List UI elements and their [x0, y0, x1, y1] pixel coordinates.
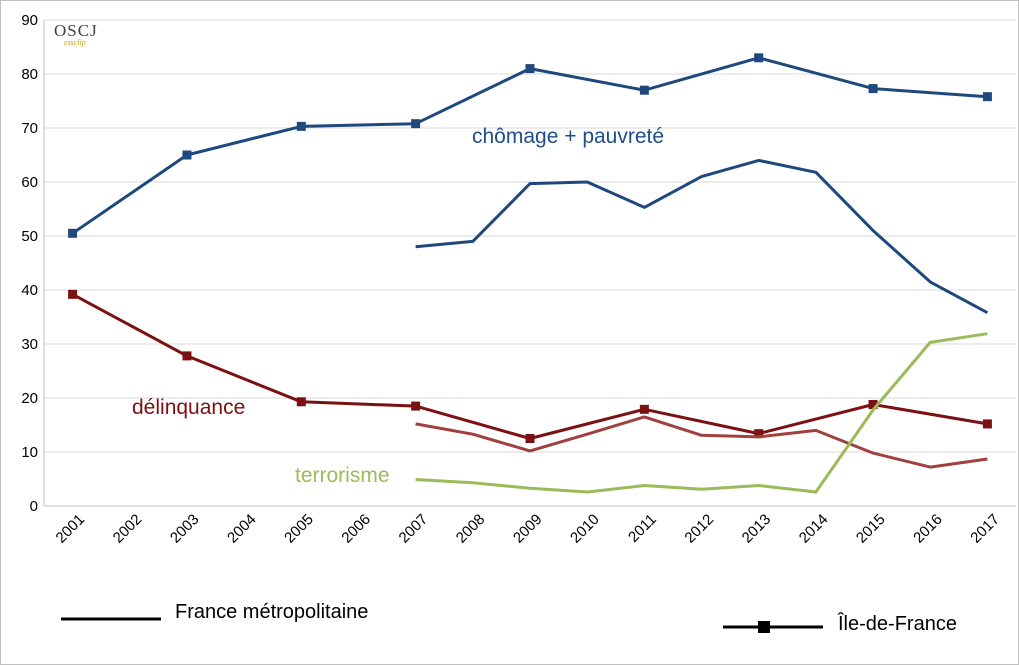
series-line-france-métropolitaine-4	[415, 332, 988, 494]
data-point-marker	[182, 150, 192, 160]
x-tick-label: 2004	[224, 511, 260, 547]
data-point-marker	[525, 64, 535, 74]
data-point-marker	[182, 351, 192, 361]
x-axis-tick-labels: 2001 2002 2003 2004 2005 2006 2007 2008 2009 2010…	[53, 511, 1003, 547]
x-tick-label: 2011	[625, 511, 660, 546]
y-axis-tick-labels: 0 10 20 30 40 50 60 70 80 90	[21, 12, 38, 515]
x-tick-label: 2015	[853, 511, 889, 547]
data-point-marker	[754, 53, 764, 63]
y-tick-label: 50	[21, 228, 38, 245]
data-point-marker	[68, 228, 78, 238]
x-tick-label: 2013	[739, 511, 775, 547]
y-tick-label: 20	[21, 390, 38, 407]
x-tick-label: 2007	[396, 511, 432, 547]
data-point-marker	[296, 121, 306, 131]
y-tick-label: 80	[21, 66, 38, 83]
x-tick-label: 2001	[53, 511, 89, 547]
data-point-marker	[296, 397, 306, 407]
oscj-logo: OSCJ essclip	[54, 22, 110, 50]
annotation-label: chômage + pauvreté	[472, 125, 664, 148]
y-tick-label: 60	[21, 174, 38, 191]
chart-annotations: chômage + pauvreté délinquance terrorisme	[132, 125, 664, 487]
x-tick-label: 2016	[910, 511, 946, 547]
series-line-france-métropolitaine-1	[415, 158, 989, 315]
x-tick-label: 2005	[281, 511, 317, 547]
grid-lines	[43, 19, 1016, 507]
annotation-label: délinquance	[132, 396, 245, 419]
data-point-marker	[868, 84, 878, 94]
y-tick-label: 30	[21, 336, 38, 353]
x-tick-label: 2002	[110, 511, 146, 547]
data-point-marker	[754, 429, 764, 439]
data-point-marker	[525, 434, 535, 443]
y-tick-label: 0	[30, 498, 38, 515]
data-point-marker	[411, 401, 421, 411]
legend-label-idf: Île-de-France	[838, 613, 957, 635]
x-tick-label: 2003	[167, 511, 203, 547]
series-lines	[68, 53, 992, 494]
y-tick-label: 70	[21, 120, 38, 137]
data-point-marker	[982, 92, 992, 102]
logo-sub-text: essclip	[64, 38, 86, 47]
series-line-france-métropolitaine-3	[415, 415, 988, 469]
logo-main-text: OSCJ	[54, 21, 98, 40]
data-point-marker	[639, 85, 649, 95]
x-tick-label: 2008	[453, 511, 489, 547]
data-point-marker	[982, 419, 992, 429]
data-point-marker	[68, 289, 78, 299]
y-tick-label: 10	[21, 444, 38, 461]
x-tick-label: 2006	[338, 511, 374, 547]
data-point-marker	[868, 399, 878, 409]
y-tick-label: 40	[21, 282, 38, 299]
x-tick-label: 2014	[796, 511, 832, 547]
legend-marker-idf	[758, 621, 770, 633]
annotation-label: terrorisme	[295, 464, 390, 487]
x-tick-label: 2009	[510, 511, 546, 547]
x-tick-label: 2010	[567, 511, 603, 547]
data-point-marker	[639, 404, 649, 414]
x-tick-label: 2012	[681, 511, 717, 547]
y-tick-label: 90	[21, 12, 38, 29]
data-point-marker	[411, 119, 421, 129]
x-tick-label: 2017	[967, 511, 1003, 547]
legend-label-france: France métropolitaine	[175, 601, 369, 623]
legend-lines	[61, 617, 823, 633]
